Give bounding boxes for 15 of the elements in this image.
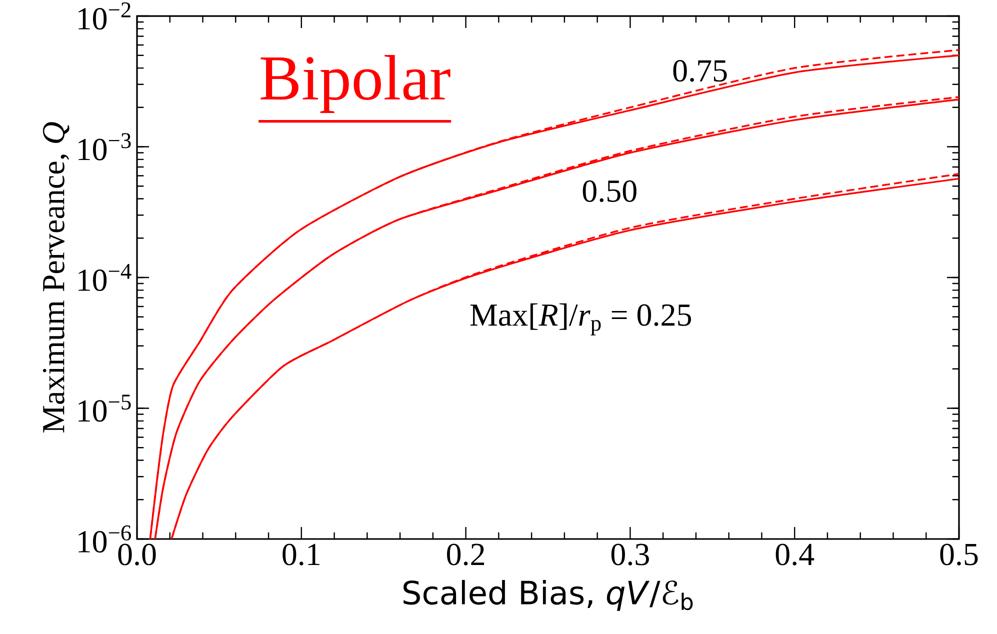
text: Bipolar xyxy=(260,54,450,114)
annotation: 0.50 xyxy=(582,180,636,202)
x-tick-label: 0.4 xyxy=(776,544,814,566)
y-tick-label: 10$^{−3}$ xyxy=(78,133,131,160)
y-tick-label: 10$^{−5}$ xyxy=(78,394,131,422)
annotation: Max[R]/r$_{p}$ = 0.25 xyxy=(470,303,692,336)
x-tick-label: 0.1 xyxy=(282,544,320,566)
x-tick-label: 0.5 xyxy=(940,544,978,566)
y-tick-label: 10$^{−4}$ xyxy=(78,264,132,292)
annotation: 0.75 xyxy=(673,60,727,82)
y-tick-label: 10$^{−2}$ xyxy=(78,2,130,30)
x-tick-label: 0.3 xyxy=(611,544,649,566)
y-axis-title: Maximum Perveance, Q xyxy=(42,122,70,433)
x-axis-title: Scaled Bias, qV/ℰ$_{b}$ xyxy=(404,580,693,611)
x-tick-label: 0.2 xyxy=(447,544,484,566)
